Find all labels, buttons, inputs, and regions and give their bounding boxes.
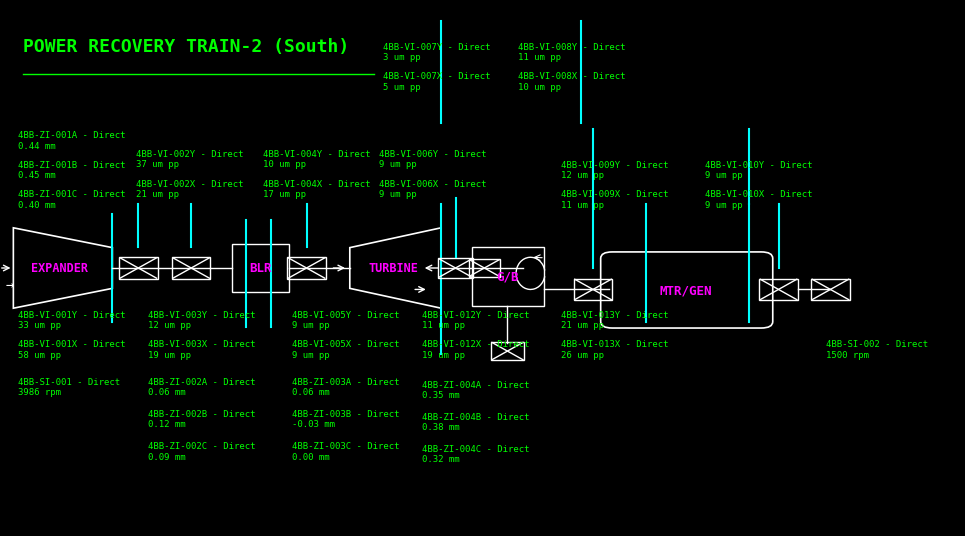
Text: 4BB-VI-004X - Direct
17 um pp: 4BB-VI-004X - Direct 17 um pp [263,180,371,199]
Text: 4BB-ZI-003C - Direct
0.00 mm: 4BB-ZI-003C - Direct 0.00 mm [292,442,400,461]
Text: 4BB-VI-012Y - Direct
11 um pp: 4BB-VI-012Y - Direct 11 um pp [422,311,530,330]
Text: 4BB-VI-001X - Direct
58 um pp: 4BB-VI-001X - Direct 58 um pp [18,340,125,360]
Text: 4BB-VI-009Y - Direct
12 um pp: 4BB-VI-009Y - Direct 12 um pp [562,161,669,180]
Text: 4BB-ZI-001C - Direct
0.40 mm: 4BB-ZI-001C - Direct 0.40 mm [18,190,125,210]
Bar [232,244,290,292]
Text: 4BB-VI-002Y - Direct
37 um pp: 4BB-VI-002Y - Direct 37 um pp [136,150,244,169]
Bar [288,257,326,279]
Text: 4BB-SI-001 - Direct
3986 rpm: 4BB-SI-001 - Direct 3986 rpm [18,378,121,397]
Text: 4BB-VI-005X - Direct
9 um pp: 4BB-VI-005X - Direct 9 um pp [292,340,400,360]
Text: 4BB-VI-005Y - Direct
9 um pp: 4BB-VI-005Y - Direct 9 um pp [292,311,400,330]
Text: 4BB-ZI-002B - Direct
0.12 mm: 4BB-ZI-002B - Direct 0.12 mm [148,410,256,429]
Text: 4BB-VI-007X - Direct
5 um pp: 4BB-VI-007X - Direct 5 um pp [383,72,491,92]
Text: 4BB-ZI-004C - Direct
0.32 mm: 4BB-ZI-004C - Direct 0.32 mm [422,445,530,464]
Text: 4BB-ZI-001A - Direct
0.44 mm: 4BB-ZI-001A - Direct 0.44 mm [18,131,125,151]
Text: 4BB-ZI-001B - Direct
0.45 mm: 4BB-ZI-001B - Direct 0.45 mm [18,161,125,180]
Text: 4BB-SI-002 - Direct
1500 rpm: 4BB-SI-002 - Direct 1500 rpm [826,340,927,360]
Bar [472,247,544,306]
Bar [574,279,612,300]
Text: 4BB-VI-012X - Direct
19 um pp: 4BB-VI-012X - Direct 19 um pp [422,340,530,360]
Text: EXPANDER: EXPANDER [31,262,88,274]
Text: 4BB-VI-010X - Direct
9 um pp: 4BB-VI-010X - Direct 9 um pp [705,190,813,210]
Text: 4BB-VI-006X - Direct
9 um pp: 4BB-VI-006X - Direct 9 um pp [378,180,486,199]
Text: 4BB-ZI-002C - Direct
0.09 mm: 4BB-ZI-002C - Direct 0.09 mm [148,442,256,461]
Text: TURBINE: TURBINE [368,262,418,274]
Bar [812,279,849,300]
Text: 4BB-ZI-004A - Direct
0.35 mm: 4BB-ZI-004A - Direct 0.35 mm [422,381,530,400]
Text: 4BB-VI-006Y - Direct
9 um pp: 4BB-VI-006Y - Direct 9 um pp [378,150,486,169]
Text: →: → [6,278,14,292]
Bar [759,279,798,300]
Text: 4BB-ZI-002A - Direct
0.06 mm: 4BB-ZI-002A - Direct 0.06 mm [148,378,256,397]
Text: MTR/GEN: MTR/GEN [660,284,712,297]
Text: 4BB-ZI-004B - Direct
0.38 mm: 4BB-ZI-004B - Direct 0.38 mm [422,413,530,432]
Text: 4BB-VI-001Y - Direct
33 um pp: 4BB-VI-001Y - Direct 33 um pp [18,311,125,330]
Text: 4BB-ZI-003B - Direct
-0.03 mm: 4BB-ZI-003B - Direct -0.03 mm [292,410,400,429]
Text: 4BB-VI-002X - Direct
21 um pp: 4BB-VI-002X - Direct 21 um pp [136,180,244,199]
Text: 4BB-VI-003X - Direct
19 um pp: 4BB-VI-003X - Direct 19 um pp [148,340,256,360]
Bar [438,258,473,278]
Text: POWER RECOVERY TRAIN-2 (South): POWER RECOVERY TRAIN-2 (South) [23,38,349,56]
Text: 4BB-VI-013X - Direct
26 um pp: 4BB-VI-013X - Direct 26 um pp [562,340,669,360]
Text: 4BB-VI-008X - Direct
10 um pp: 4BB-VI-008X - Direct 10 um pp [518,72,625,92]
Bar [172,257,210,279]
Text: G/B: G/B [496,271,519,284]
Text: BLR: BLR [249,262,271,274]
Text: 4BB-ZI-003A - Direct
0.06 mm: 4BB-ZI-003A - Direct 0.06 mm [292,378,400,397]
Text: 4BB-VI-004Y - Direct
10 um pp: 4BB-VI-004Y - Direct 10 um pp [263,150,371,169]
Text: 4BB-VI-013Y - Direct
21 um pp: 4BB-VI-013Y - Direct 21 um pp [562,311,669,330]
Bar [469,259,500,277]
Text: 4BB-VI-010Y - Direct
9 um pp: 4BB-VI-010Y - Direct 9 um pp [705,161,813,180]
Text: 4BB-VI-007Y - Direct
3 um pp: 4BB-VI-007Y - Direct 3 um pp [383,43,491,62]
Text: 4BB-VI-009X - Direct
11 um pp: 4BB-VI-009X - Direct 11 um pp [562,190,669,210]
Text: 4BB-VI-003Y - Direct
12 um pp: 4BB-VI-003Y - Direct 12 um pp [148,311,256,330]
Text: 4BB-VI-008Y - Direct
11 um pp: 4BB-VI-008Y - Direct 11 um pp [518,43,625,62]
Bar [491,342,524,360]
Bar [119,257,157,279]
